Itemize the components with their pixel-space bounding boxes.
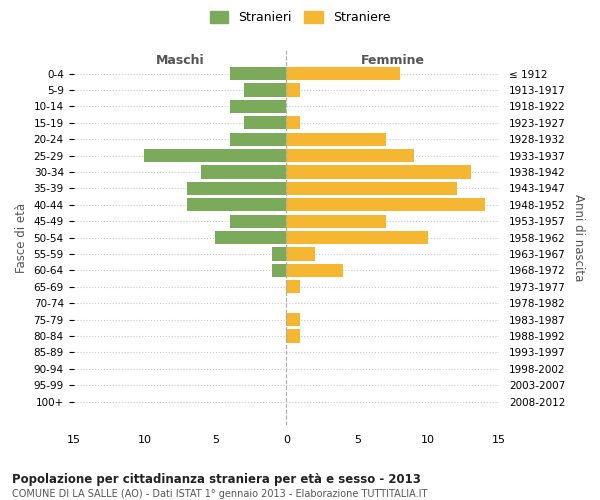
Bar	[244, 116, 286, 130]
Bar	[286, 313, 301, 326]
Bar	[187, 182, 286, 195]
Bar	[215, 231, 286, 244]
Bar	[286, 231, 428, 244]
Bar	[286, 67, 400, 80]
Bar	[286, 280, 301, 293]
Bar	[286, 132, 386, 146]
Bar	[244, 84, 286, 96]
Text: Maschi: Maschi	[155, 54, 204, 67]
Bar	[286, 116, 301, 130]
Bar	[286, 198, 485, 211]
Bar	[286, 214, 386, 228]
Bar	[286, 166, 471, 178]
Bar	[272, 248, 286, 260]
Bar	[272, 264, 286, 277]
Bar	[201, 166, 286, 178]
Bar	[286, 248, 314, 260]
Text: Femmine: Femmine	[361, 54, 425, 67]
Text: Popolazione per cittadinanza straniera per età e sesso - 2013: Popolazione per cittadinanza straniera p…	[12, 472, 421, 486]
Legend: Stranieri, Straniere: Stranieri, Straniere	[205, 6, 395, 29]
Bar	[230, 100, 286, 113]
Text: COMUNE DI LA SALLE (AO) - Dati ISTAT 1° gennaio 2013 - Elaborazione TUTTITALIA.I: COMUNE DI LA SALLE (AO) - Dati ISTAT 1° …	[12, 489, 427, 499]
Bar	[230, 214, 286, 228]
Bar	[286, 264, 343, 277]
Bar	[286, 149, 414, 162]
Bar	[230, 132, 286, 146]
Y-axis label: Anni di nascita: Anni di nascita	[572, 194, 585, 282]
Bar	[286, 330, 301, 342]
Bar	[187, 198, 286, 211]
Bar	[286, 182, 457, 195]
Bar	[286, 84, 301, 96]
Y-axis label: Fasce di età: Fasce di età	[15, 202, 28, 272]
Bar	[230, 67, 286, 80]
Bar	[145, 149, 286, 162]
